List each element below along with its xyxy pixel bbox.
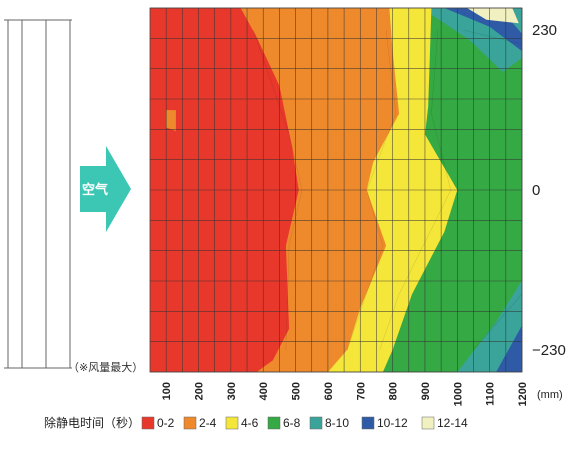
legend-title: 除静电时间（秒） [44,415,140,430]
airflow-arrow-icon [80,146,131,232]
airflow-label: 空气 [82,182,108,197]
zone-10-12 [496,325,522,372]
legend-item-label: 12-14 [437,416,468,430]
legend-swatch [361,416,375,430]
y-tick-label: 0 [532,182,540,199]
legend-item-label: 6-8 [283,416,301,430]
legend: 除静电时间（秒） 0-2 2-4 4-6 6-8 8-10 10-12 12-14 [44,415,468,430]
y-tick-label: 230 [532,22,557,39]
x-tick-label: 700 [355,382,367,400]
device-outline [4,19,72,369]
plot-frame [149,7,523,373]
x-tick-label: 1200 [517,382,529,406]
x-tick-label: 800 [388,382,400,400]
y-tick-label: −230 [532,342,566,359]
x-tick-label: 200 [194,382,206,400]
x-tick-label: 1100 [485,382,497,406]
x-unit-label: (mm) [537,389,563,401]
x-tick-label: 900 [420,382,432,400]
legend-item-label: 4-6 [241,416,259,430]
legend-swatch [421,416,435,430]
legend-swatch [267,416,281,430]
legend-item-label: 0-2 [157,416,175,430]
legend-item-label: 2-4 [199,416,217,430]
legend-swatch [141,416,155,430]
x-tick-label: 600 [323,382,335,400]
zone-boundary [473,294,523,350]
axis-labels: 100 200 300 400 500 600 700 800 900 1000 1100 1200 (… [161,22,566,406]
zone-2-4-spot [166,110,176,131]
legend-swatch [183,416,197,430]
note-label: （※风量最大） [68,360,143,374]
legend-item-label: 10-12 [377,416,408,430]
grid-lines [149,7,523,373]
device-body [7,19,71,369]
x-tick-label: 1000 [452,382,464,406]
x-tick-label: 100 [161,382,173,400]
legend-item-label: 8-10 [325,416,349,430]
x-tick-label: 300 [226,382,238,400]
legend-swatch [225,416,239,430]
legend-swatch [309,416,323,430]
x-tick-label: 500 [291,382,303,400]
x-tick-label: 400 [258,382,270,400]
